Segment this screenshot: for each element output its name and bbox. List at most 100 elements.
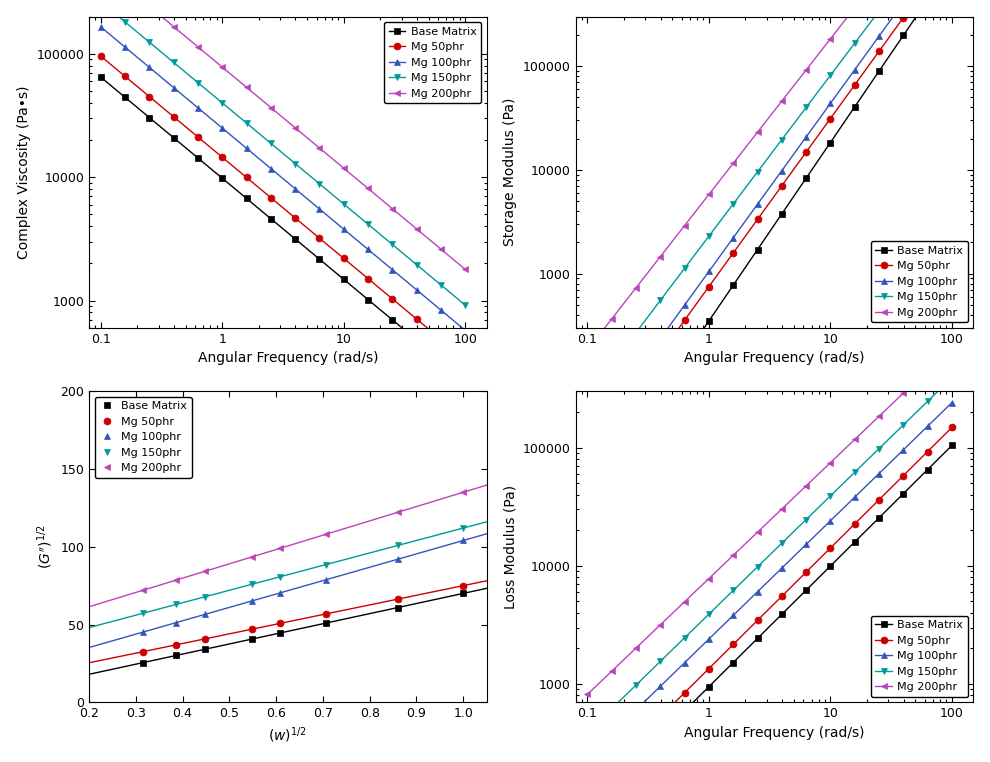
- Base Matrix: [274, 629, 286, 638]
- Mg 150phr: [654, 296, 666, 305]
- Base Matrix: [751, 245, 763, 254]
- Mg 100phr: [241, 144, 252, 153]
- Base Matrix: [199, 645, 211, 654]
- Mg 150phr: [728, 586, 740, 595]
- Mg 150phr: [728, 200, 740, 209]
- Mg 50phr: [751, 215, 763, 224]
- Mg 200phr: [289, 123, 301, 133]
- Mg 200phr: [606, 315, 618, 324]
- Mg 200phr: [338, 164, 349, 173]
- Base Matrix: [776, 610, 788, 619]
- Base Matrix: [751, 634, 763, 643]
- Mg 50phr: [170, 640, 182, 649]
- Mg 200phr: [946, 342, 958, 351]
- Mg 50phr: [320, 610, 332, 619]
- Mg 50phr: [679, 315, 691, 325]
- Mg 100phr: [897, 445, 909, 454]
- Base Matrix: [654, 730, 666, 739]
- Mg 50phr: [654, 349, 666, 358]
- Base Matrix: [138, 658, 149, 668]
- Base Matrix: [119, 93, 131, 102]
- Mg 100phr: [581, 435, 593, 444]
- Base Matrix: [144, 113, 155, 122]
- Line: Mg 150phr: Mg 150phr: [140, 524, 466, 616]
- Mg 100phr: [776, 564, 788, 573]
- Mg 100phr: [800, 540, 812, 549]
- Mg 100phr: [199, 610, 211, 619]
- Mg 50phr: [338, 254, 349, 263]
- Mg 200phr: [922, 366, 934, 375]
- Mg 50phr: [386, 294, 398, 303]
- Base Matrix: [362, 295, 374, 304]
- Mg 200phr: [199, 567, 211, 576]
- Line: Mg 50phr: Mg 50phr: [140, 582, 466, 655]
- Mg 100phr: [703, 267, 715, 276]
- Mg 150phr: [457, 523, 469, 533]
- Mg 150phr: [362, 219, 374, 229]
- Mg 200phr: [459, 265, 471, 274]
- Mg 200phr: [606, 667, 618, 676]
- Mg 100phr: [873, 469, 885, 478]
- Base Matrix: [679, 706, 691, 716]
- Mg 100phr: [457, 536, 469, 545]
- Mg 150phr: [873, 6, 885, 15]
- Mg 100phr: [679, 300, 691, 309]
- Mg 50phr: [776, 591, 788, 600]
- Mg 100phr: [728, 233, 740, 242]
- Base Matrix: [800, 585, 812, 594]
- Mg 200phr: [192, 43, 204, 52]
- Y-axis label: Storage Modulus (Pa): Storage Modulus (Pa): [503, 98, 518, 246]
- Line: Mg 100phr: Mg 100phr: [584, 399, 955, 760]
- Mg 200phr: [897, 389, 909, 398]
- Mg 100phr: [274, 588, 286, 597]
- Mg 100phr: [728, 611, 740, 620]
- Base Matrix: [873, 514, 885, 523]
- Mg 100phr: [265, 164, 277, 173]
- Mg 150phr: [703, 232, 715, 241]
- Mg 100phr: [392, 555, 404, 564]
- Mg 100phr: [459, 326, 471, 335]
- Mg 50phr: [265, 193, 277, 202]
- Mg 100phr: [581, 753, 593, 762]
- Mg 150phr: [144, 37, 155, 46]
- Mg 50phr: [362, 274, 374, 283]
- Mg 200phr: [654, 620, 666, 629]
- Mg 200phr: [630, 283, 642, 293]
- Mg 100phr: [606, 729, 618, 738]
- Mg 50phr: [922, 447, 934, 456]
- Mg 150phr: [138, 609, 149, 618]
- Mg 100phr: [751, 588, 763, 597]
- Mg 200phr: [751, 527, 763, 536]
- Mg 50phr: [274, 619, 286, 628]
- Base Matrix: [386, 315, 398, 325]
- Base Matrix: [246, 635, 257, 644]
- Mg 100phr: [848, 66, 860, 75]
- Line: Mg 50phr: Mg 50phr: [97, 53, 468, 363]
- Mg 100phr: [246, 597, 257, 606]
- Base Matrix: [825, 138, 837, 147]
- Base Matrix: [192, 153, 204, 162]
- Mg 50phr: [606, 417, 618, 426]
- Mg 150phr: [435, 280, 446, 290]
- Mg 150phr: [167, 58, 179, 67]
- Mg 200phr: [703, 574, 715, 583]
- Line: Base Matrix: Base Matrix: [97, 74, 468, 384]
- Mg 100phr: [95, 22, 107, 31]
- Mg 200phr: [170, 575, 182, 584]
- Base Matrix: [703, 682, 715, 691]
- Y-axis label: Complex Viscosity (Pa•s): Complex Viscosity (Pa•s): [17, 85, 31, 259]
- Mg 150phr: [386, 240, 398, 249]
- Line: Mg 150phr: Mg 150phr: [584, 374, 955, 736]
- Mg 100phr: [654, 334, 666, 343]
- Mg 200phr: [320, 530, 332, 539]
- Mg 150phr: [630, 680, 642, 690]
- Mg 150phr: [679, 264, 691, 273]
- Mg 200phr: [630, 644, 642, 653]
- Mg 200phr: [457, 488, 469, 497]
- Mg 150phr: [338, 200, 349, 209]
- X-axis label: $(w)^{1/2}$: $(w)^{1/2}$: [268, 725, 307, 745]
- Line: Mg 200phr: Mg 200phr: [140, 488, 466, 594]
- Mg 200phr: [776, 97, 788, 106]
- Mg 100phr: [825, 99, 837, 108]
- Mg 150phr: [411, 260, 423, 269]
